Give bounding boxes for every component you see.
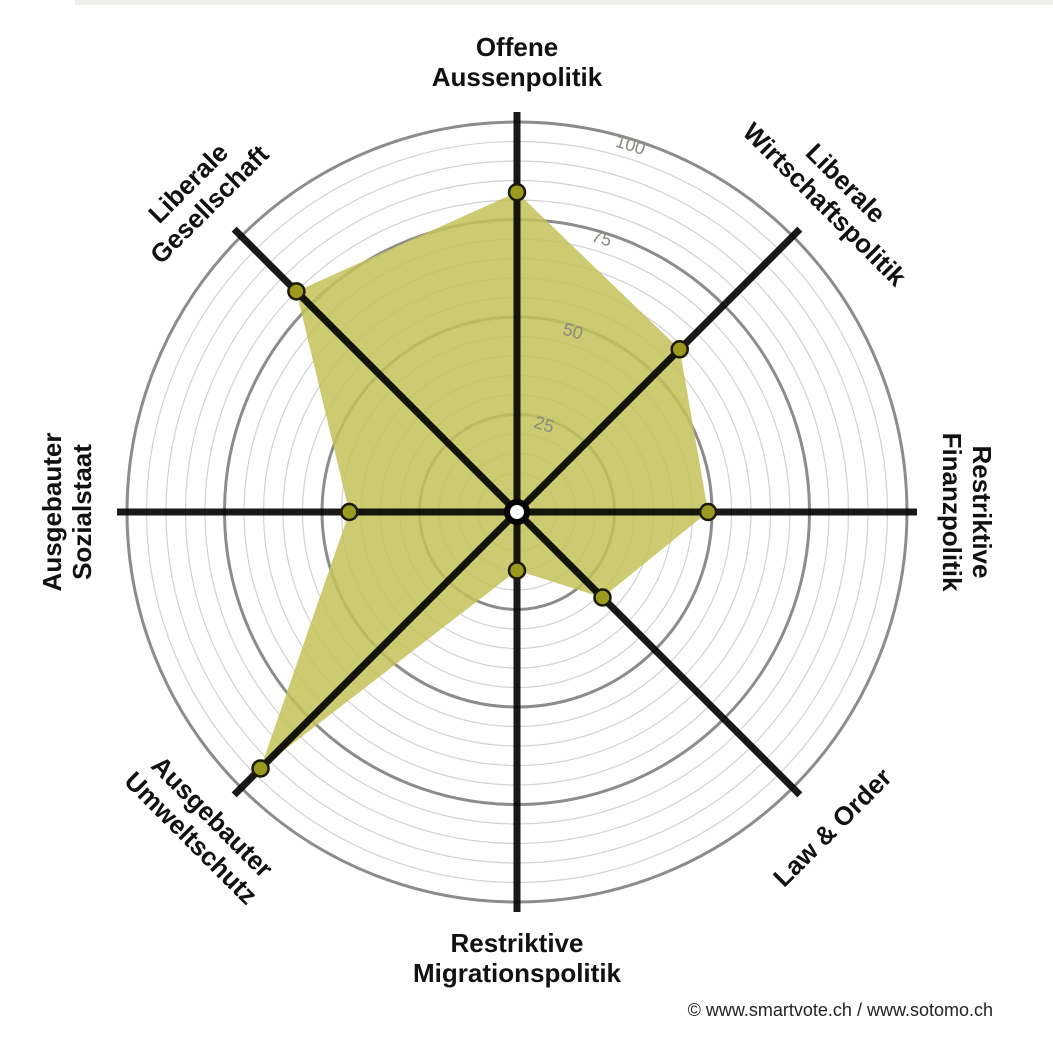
axis-line-liberale-gesellschaft: [231, 226, 520, 515]
data-marker-offene-aussenpolitik: [507, 182, 527, 202]
axis-line-liberale-wirtschaftspolitik: [514, 226, 803, 515]
data-marker-ausgebauter-sozialstaat: [340, 502, 359, 522]
axis-label-ausgebauter-sozialstaat: Ausgebauter Sozialstaat: [37, 433, 97, 592]
axis-label-line: Restriktive: [967, 446, 997, 579]
tick-label-100: 100: [613, 131, 648, 159]
data-marker-restriktive-migrationspolitik: [507, 561, 527, 580]
tick-label-75: 75: [589, 226, 614, 251]
axes: [117, 112, 917, 912]
axis-label-line: Sozialstaat: [67, 444, 97, 580]
data-marker-liberale-wirtschaftspolitik: [670, 340, 689, 359]
axis-label-line: Finanzpolitik: [937, 433, 967, 592]
axis-label-line: Restriktive: [451, 928, 584, 958]
data-markers: [251, 182, 718, 778]
axis-label-line: Aussenpolitik: [432, 62, 603, 92]
data-marker-law-and-order: [593, 588, 612, 607]
axis-label-line: Ausgebauter: [37, 433, 67, 592]
axis-label-line: Migrationspolitik: [413, 958, 622, 988]
axis-line-law-and-order: [514, 509, 803, 798]
top-bar: [75, 0, 1053, 5]
axis-label-line: Offene: [476, 32, 558, 62]
axis-line-ausgebauter-umweltschutz: [231, 509, 520, 798]
data-marker-ausgebauter-umweltschutz: [251, 759, 270, 778]
data-marker-liberale-gesellschaft: [287, 282, 306, 301]
data-marker-restriktive-finanzpolitik: [698, 502, 718, 522]
copyright-credit: © www.smartvote.ch / www.sotomo.ch: [687, 1000, 993, 1020]
center-marker: [504, 499, 530, 525]
